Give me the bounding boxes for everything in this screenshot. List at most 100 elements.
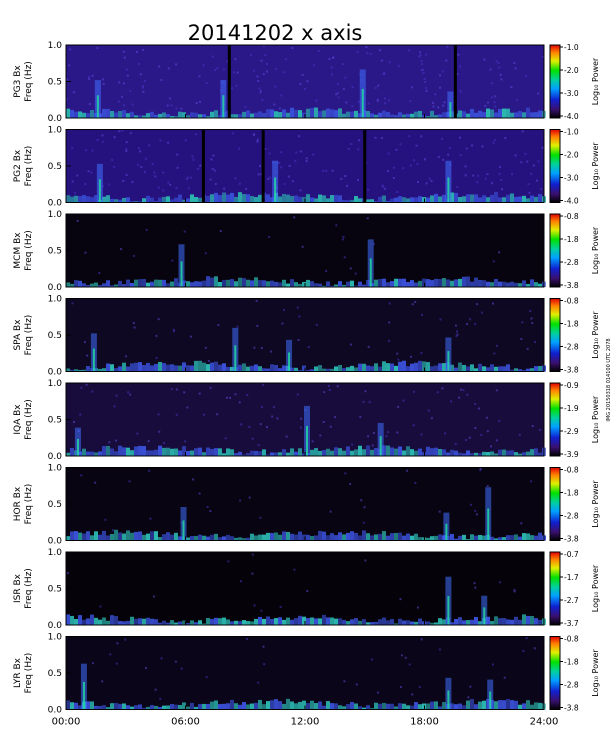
- colorbar-label: Log₁₀ Power: [591, 649, 600, 697]
- colorbar-bar: [549, 129, 561, 203]
- y-tick-label: 1.0: [48, 379, 63, 389]
- data-gap: [453, 45, 457, 118]
- y-tick-label: 0.5: [48, 247, 62, 257]
- colorbar: -1.0 -2.0 -3.0 -4.0 Log₁₀ Power: [549, 128, 600, 206]
- data-gap: [363, 129, 367, 203]
- emission-burst-core: [274, 177, 277, 203]
- y-tick-label: 0.5: [48, 585, 62, 595]
- colorbar-tick-label: -2.8: [564, 343, 579, 352]
- colorbar-tick-label: -2.8: [564, 512, 579, 521]
- side-note: IMG 20150318 014100 UTC 2078: [606, 338, 612, 421]
- colorbar: -0.8 -1.8 -2.8 -3.8 Log₁₀ Power: [549, 635, 600, 713]
- y-tick-label: 1.0: [48, 41, 63, 51]
- colorbar-bar: [549, 636, 561, 710]
- noise-speckle: [91, 637, 536, 700]
- colorbar-label: Log₁₀ Power: [591, 564, 600, 612]
- colorbar: -0.8 -1.8 -2.8 -3.8 Log₁₀ Power: [549, 466, 600, 544]
- emission-burst-core: [82, 681, 85, 710]
- colorbar-tick-label: -2.0: [564, 66, 579, 75]
- y-tick-label: 0.0: [48, 537, 63, 547]
- panel-isr: 0.0 0.5 1.0 ISR Bx Freq (Hz) -0.7 -1.7 -2.7 -3.7…: [13, 548, 600, 631]
- emission-burst-core: [379, 436, 382, 456]
- panel-spa: 0.0 0.5 1.0 SPA Bx Freq (Hz) -0.8 -1.8 -2.8 -3.8…: [13, 295, 600, 378]
- panel-lyr: 0.0 0.5 1.0 LYR Bx Freq (Hz) -0.8 -1.8 -2.8 -3.8…: [13, 633, 600, 716]
- x-tick-label: 06:00: [171, 717, 200, 728]
- noise-speckle: [66, 45, 544, 110]
- noise-speckle: [80, 467, 533, 532]
- colorbar-tick-label: -0.7: [564, 550, 579, 559]
- y-tick-label: 0.0: [48, 283, 63, 293]
- freq-label: Freq (Hz): [24, 315, 34, 356]
- colorbar-tick-label: -3.8: [564, 281, 579, 290]
- colorbar-label: Log₁₀ Power: [591, 57, 600, 105]
- colorbar-tick-label: -3.8: [564, 704, 579, 713]
- noise-speckle: [66, 553, 516, 612]
- emission-burst-core: [305, 425, 308, 456]
- colorbar-tick-label: -1.0: [564, 43, 579, 52]
- spectrogram-area: [66, 467, 544, 541]
- low-frequency-band: [66, 276, 546, 287]
- spectrogram-area: [66, 298, 544, 372]
- y-tick-label: 1.0: [48, 126, 63, 136]
- y-tick-label: 1.0: [48, 633, 63, 643]
- emission-burst-core: [447, 351, 450, 372]
- y-tick-label: 0.5: [48, 162, 62, 172]
- colorbar-label: Log₁₀ Power: [591, 480, 600, 528]
- freq-label: Freq (Hz): [24, 568, 34, 609]
- colorbar-tick-label: -2.8: [564, 258, 579, 267]
- colorbar-tick-label: -2.8: [564, 681, 579, 690]
- station-label: HOR Bx: [13, 486, 23, 521]
- y-tick-label: 1.0: [48, 464, 63, 474]
- figure-title: 20141202 x axis: [188, 21, 363, 45]
- low-frequency-band: [66, 614, 546, 625]
- station-label: PG3 Bx: [13, 65, 23, 98]
- colorbar-label: Log₁₀ Power: [591, 226, 600, 274]
- spectrogram-area: [66, 45, 544, 118]
- emission-burst-core: [447, 177, 450, 203]
- x-tick-label: 24:00: [530, 717, 559, 728]
- y-tick-label: 0.0: [48, 621, 63, 631]
- y-tick-label: 0.5: [48, 500, 62, 510]
- panel-mcm: 0.0 0.5 1.0 MCM Bx Freq (Hz) -0.8 -1.8 -2.8 -3.8…: [13, 210, 600, 293]
- y-tick-label: 0.0: [48, 452, 63, 462]
- station-label: SPA Bx: [13, 319, 23, 351]
- colorbar-bar: [549, 213, 561, 288]
- low-frequency-band: [66, 698, 546, 710]
- colorbar-tick-label: -0.9: [564, 381, 579, 390]
- y-tick-label: 1.0: [48, 295, 63, 305]
- emission-burst-core: [489, 691, 492, 710]
- emission-burst-core: [98, 179, 101, 203]
- data-gap: [227, 45, 231, 118]
- y-tick-label: 0.0: [48, 706, 63, 716]
- emission-burst-core: [222, 95, 225, 118]
- colorbar-tick-label: -3.0: [564, 174, 579, 183]
- freq-label: Freq (Hz): [24, 230, 34, 271]
- colorbar-tick-label: -4.0: [564, 197, 579, 206]
- emission-burst-core: [180, 261, 183, 287]
- y-tick-label: 0.5: [48, 669, 62, 679]
- emission-burst-core: [96, 95, 99, 118]
- spectrogram-area: [66, 214, 544, 287]
- colorbar-tick-label: -1.8: [564, 235, 579, 244]
- y-tick-label: 1.0: [48, 210, 63, 220]
- emission-burst-core: [445, 523, 448, 541]
- emission-burst-core: [483, 607, 486, 625]
- data-gap: [201, 129, 205, 203]
- x-tick-label: 18:00: [410, 717, 439, 728]
- emission-burst-core: [234, 345, 237, 372]
- station-label: IQA Bx: [13, 404, 23, 435]
- noise-speckle: [71, 299, 537, 362]
- panel-pg3: 0.0 0.5 1.0 PG3 Bx Freq (Hz) -1.0 -2.0 -3.0 -4.0…: [13, 41, 600, 124]
- y-tick-label: 0.5: [48, 78, 62, 88]
- colorbar-tick-label: -1.8: [564, 320, 579, 329]
- noise-speckle: [71, 129, 544, 195]
- data-gap: [261, 129, 265, 203]
- colorbar-tick-label: -2.7: [564, 596, 579, 605]
- colorbar-bar: [549, 551, 561, 626]
- emission-burst-core: [369, 258, 372, 287]
- freq-label: Freq (Hz): [24, 653, 34, 694]
- low-frequency-band: [66, 360, 546, 372]
- emission-burst-core: [447, 690, 450, 710]
- emission-burst-core: [92, 348, 95, 372]
- colorbar-label: Log₁₀ Power: [591, 311, 600, 359]
